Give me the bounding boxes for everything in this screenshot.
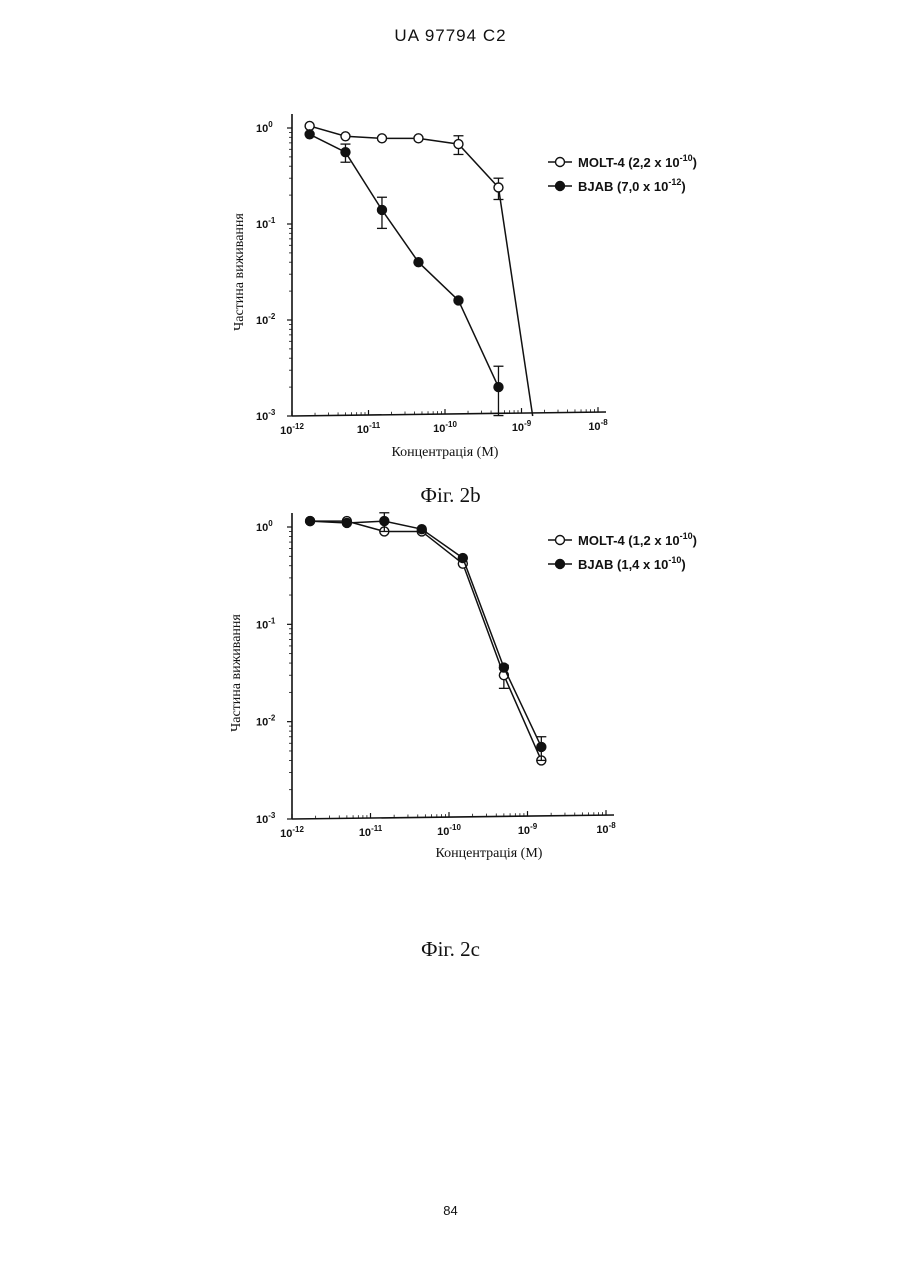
x-axis-label: Концентрація (M) bbox=[436, 846, 543, 861]
data-point bbox=[380, 517, 389, 526]
data-point bbox=[341, 132, 350, 141]
data-point bbox=[342, 518, 351, 527]
x-tick-label: 10-11 bbox=[359, 824, 383, 839]
y-tick-label: 10-1 bbox=[256, 216, 276, 231]
document-header: UA 97794 C2 bbox=[0, 26, 901, 46]
x-tick-label: 10-10 bbox=[437, 823, 461, 838]
data-point bbox=[377, 205, 386, 214]
data-point bbox=[306, 517, 315, 526]
x-axis bbox=[292, 412, 606, 416]
x-tick-label: 10-8 bbox=[588, 418, 608, 433]
y-tick-label: 100 bbox=[256, 519, 273, 534]
legend-marker bbox=[556, 560, 565, 569]
y-tick-label: 100 bbox=[256, 120, 273, 135]
x-tick-label: 10-10 bbox=[433, 420, 457, 435]
series-line-molt4 bbox=[310, 126, 533, 416]
data-point bbox=[414, 258, 423, 267]
series-line-bjab bbox=[310, 134, 499, 387]
data-point bbox=[454, 140, 463, 149]
data-point bbox=[537, 742, 546, 751]
x-axis-label: Концентрація (M) bbox=[392, 445, 499, 460]
y-axis-label: Частина виживання bbox=[232, 213, 247, 331]
data-point bbox=[454, 296, 463, 305]
data-point bbox=[494, 183, 503, 192]
y-tick-label: 10-2 bbox=[256, 312, 276, 327]
legend-label: MOLT-4 (2,2 x 10-10) bbox=[578, 153, 697, 170]
y-tick-label: 10-2 bbox=[256, 714, 276, 729]
data-point bbox=[499, 663, 508, 672]
legend-label: MOLT-4 (1,2 x 10-10) bbox=[578, 531, 697, 548]
series-line-molt4 bbox=[310, 521, 541, 760]
page-number: 84 bbox=[0, 1203, 901, 1218]
x-tick-label: 10-12 bbox=[280, 422, 304, 437]
data-point bbox=[414, 134, 423, 143]
data-point bbox=[494, 383, 503, 392]
legend-marker bbox=[556, 158, 565, 167]
data-point bbox=[305, 130, 314, 139]
x-tick-label: 10-11 bbox=[357, 421, 381, 436]
series-line-bjab bbox=[310, 521, 541, 747]
x-tick-label: 10-9 bbox=[512, 419, 532, 434]
y-axis-label: Частина виживання bbox=[229, 614, 244, 732]
data-point bbox=[458, 554, 467, 563]
legend-label: BJAB (1,4 x 10-10) bbox=[578, 555, 686, 572]
legend-label: BJAB (7,0 x 10-12) bbox=[578, 177, 686, 194]
x-tick-label: 10-9 bbox=[518, 822, 538, 837]
x-tick-label: 10-12 bbox=[280, 825, 304, 840]
data-point bbox=[377, 134, 386, 143]
figure-caption-2c: Фіг. 2c bbox=[0, 937, 901, 962]
y-tick-label: 10-3 bbox=[256, 408, 276, 423]
legend-marker bbox=[556, 536, 565, 545]
chart-fig-2b: 100 10-1 10-2 10-3 10-12 10-11 10-10 10-9 10-8 Ча… bbox=[0, 100, 901, 470]
data-point bbox=[417, 525, 426, 534]
x-tick-label: 10-8 bbox=[596, 821, 616, 836]
x-axis bbox=[292, 815, 614, 819]
data-point bbox=[341, 148, 350, 157]
legend-marker bbox=[556, 182, 565, 191]
y-tick-label: 10-1 bbox=[256, 616, 276, 631]
y-tick-label: 10-3 bbox=[256, 811, 276, 826]
chart-fig-2c: 100 10-1 10-2 10-3 10-12 10-11 10-10 10-9 10-8 Ча… bbox=[0, 505, 901, 865]
